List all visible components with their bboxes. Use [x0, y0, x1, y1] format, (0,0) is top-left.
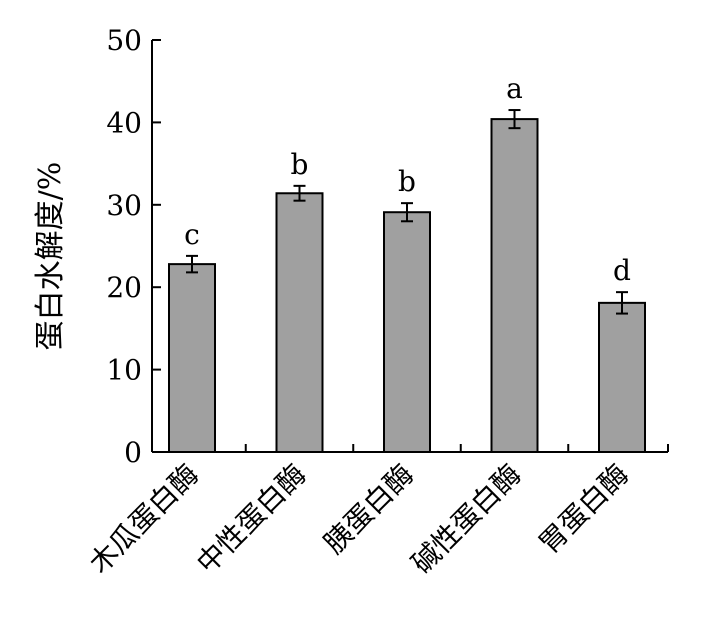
- significance-label-4: a: [506, 72, 523, 105]
- error-bars: [186, 109, 628, 315]
- significance-label-3: b: [398, 165, 416, 198]
- y-tick-label: 20: [106, 271, 142, 304]
- y-tick-label: 50: [106, 24, 142, 57]
- x-tick-label-3: 胰蛋白酶: [317, 458, 420, 561]
- x-tick-label-1: 木瓜蛋白酶: [83, 458, 205, 580]
- y-tick-labels: 0 10 20 30 40 50: [106, 24, 142, 469]
- error-bar-1: [186, 254, 198, 274]
- significance-labels: c b b a d: [184, 72, 631, 287]
- error-bar-3: [401, 202, 413, 223]
- significance-label-2: b: [291, 148, 309, 181]
- significance-label-5: d: [613, 254, 631, 287]
- y-tick-label: 40: [106, 106, 142, 139]
- error-bar-2: [293, 184, 306, 202]
- y-tick-label: 10: [106, 354, 142, 387]
- x-tick-label-4: 碱性蛋白酶: [405, 458, 527, 580]
- bar-5: [598, 301, 646, 453]
- x-tick-label-5: 胃蛋白酶: [532, 458, 635, 561]
- bar-4: [490, 118, 539, 453]
- bars: [168, 118, 646, 453]
- x-tick-label-2: 中性蛋白酶: [190, 458, 312, 580]
- bar-2: [275, 192, 324, 453]
- error-bar-4: [508, 109, 521, 130]
- y-axis-label: 蛋白水解度/%: [33, 162, 68, 351]
- significance-label-1: c: [184, 218, 200, 251]
- y-tick-label: 0: [124, 436, 142, 469]
- bar-3: [383, 211, 431, 453]
- bar-1: [168, 263, 216, 453]
- error-bar-5: [616, 291, 628, 315]
- y-tick-label: 30: [106, 189, 142, 222]
